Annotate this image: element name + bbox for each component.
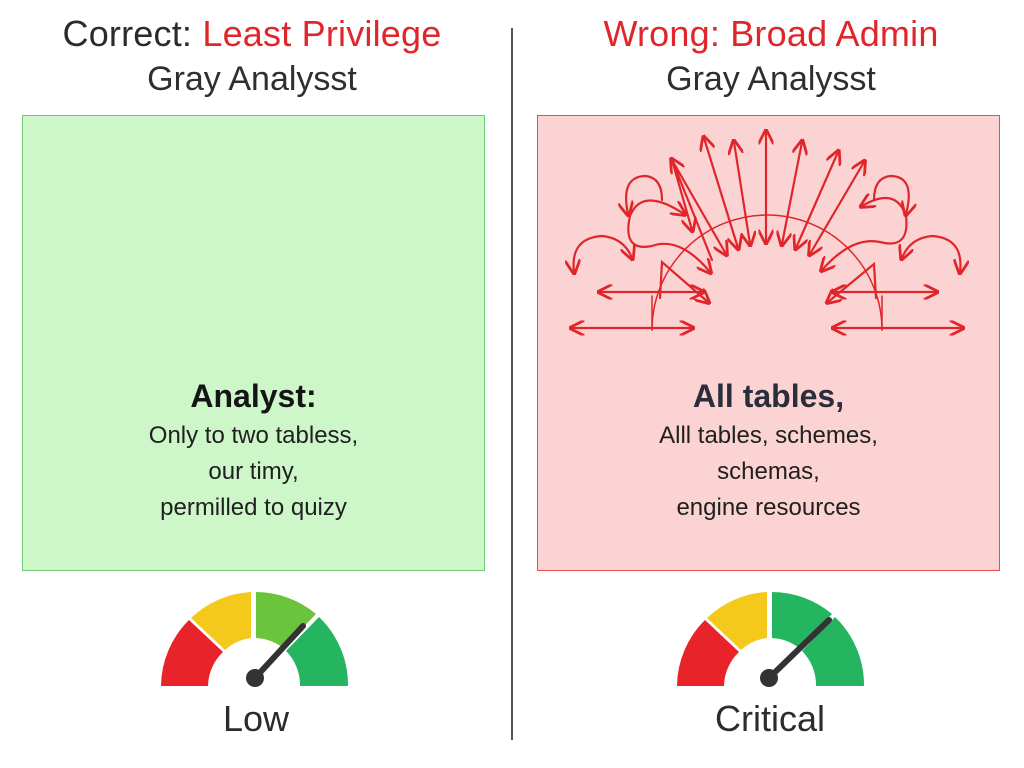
right-panel-line: Alll tables, schemes, — [659, 422, 878, 449]
arrow-hook-far-right — [902, 234, 960, 272]
right-section: Wrong: Broad Admin Gray Analysst All tab… — [512, 0, 1024, 768]
left-subtitle: Gray Analysst — [147, 60, 357, 98]
arrow-curl-left — [627, 199, 710, 272]
arrow-hook-upper-left — [626, 174, 664, 214]
arrow-hook-upper-right — [872, 174, 909, 214]
gauge-needle — [766, 617, 832, 681]
center-divider — [511, 28, 513, 740]
left-title: Correct: Least Privilege — [0, 12, 508, 56]
gauge-yellow-segment — [707, 592, 767, 650]
low-risk-gauge-icon — [161, 592, 349, 687]
gauge-red-segment — [161, 620, 223, 686]
left-section: Correct: Least Privilege Gray Analysst A… — [0, 12, 508, 739]
gauge-green-segment-upper — [772, 592, 832, 648]
left-title-highlight: Least Privilege — [202, 13, 442, 54]
gauge-needle-hub — [246, 669, 264, 687]
least-privilege-panel: Analyst: Only to two tabless, our timy, … — [22, 115, 485, 571]
arrow-diag-right-2 — [810, 162, 864, 254]
gauge-needle — [252, 623, 306, 681]
left-panel-heading: Analyst: — [190, 378, 317, 414]
gauge-lightgreen-segment — [256, 592, 316, 648]
gauge-red-segment — [677, 620, 739, 686]
right-subtitle: Gray Analysst — [666, 60, 876, 98]
arrow-diag-left-2 — [672, 160, 726, 254]
left-panel-text: Only to two tabless, our timy, permilled… — [23, 418, 484, 526]
left-panel-line: Only to two tabless, — [148, 422, 359, 449]
broad-access-arrows-icon — [512, 0, 1024, 380]
arrow-step-right — [828, 261, 878, 302]
arrow-step-left — [658, 259, 708, 302]
right-gauge-label: Critical — [714, 698, 825, 739]
arrow-diag-right-3 — [796, 152, 838, 248]
arrow-curl-right — [822, 198, 908, 270]
arrow-hook-far-left — [574, 234, 632, 272]
gauge-green-segment — [286, 617, 349, 686]
left-gauge-label: Low — [222, 698, 290, 739]
gauge-green-segment — [802, 617, 865, 686]
critical-risk-gauge-icon — [677, 592, 865, 687]
right-title: Wrong: Broad Admin — [603, 13, 939, 54]
gauge-yellow-segment — [191, 592, 251, 650]
left-panel-line: permilled to quizy — [160, 494, 347, 521]
right-panel-line: schemas, — [717, 458, 820, 485]
arrow-diag-left-4 — [734, 142, 750, 244]
arrow-diag-left-3 — [704, 138, 738, 248]
gauge-needle-hub — [760, 669, 778, 687]
left-title-prefix: Correct: — [62, 13, 203, 54]
right-panel-line: engine resources — [676, 494, 861, 521]
left-panel-line: our timy, — [208, 458, 299, 485]
right-panel-heading: All tables, — [692, 378, 845, 414]
arrow-diag-right-4 — [782, 142, 802, 244]
right-panel-text: Alll tables, schemes, schemas, engine re… — [538, 418, 999, 526]
